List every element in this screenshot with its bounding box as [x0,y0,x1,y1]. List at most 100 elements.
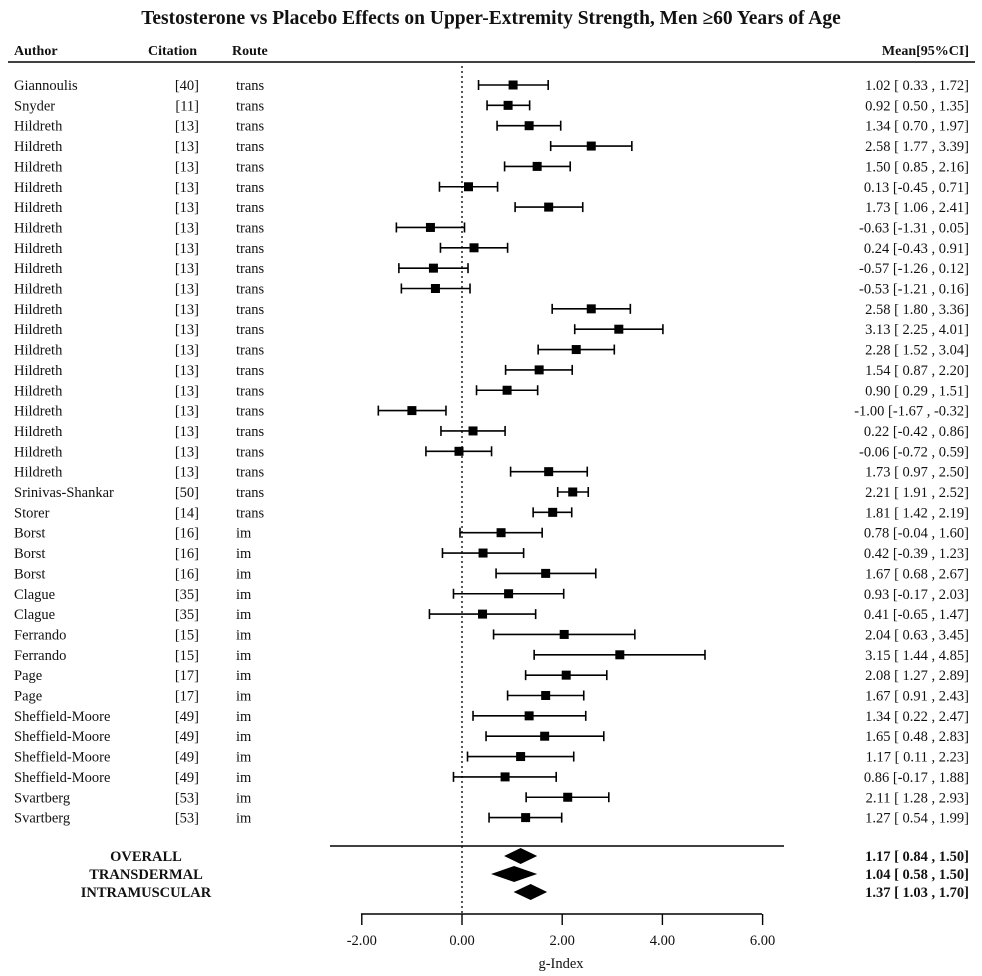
summary-diamond [504,848,538,864]
study-row: Hildreth [13] trans 0.90 [ 0.29 , 1.51] [14,383,969,399]
study-estimate: 0.22 [-0.42 , 0.86] [864,424,969,440]
study-route: trans [236,139,265,155]
study-citation: [13] [175,200,199,216]
study-row: Hildreth [13] trans -0.57 [-1.26 , 0.12] [14,261,969,277]
study-citation: [13] [175,261,199,277]
study-author: Hildreth [14,343,63,359]
study-estimate: -0.63 [-1.31 , 0.05] [859,220,969,236]
study-author: Hildreth [14,119,63,135]
study-row: Page [17] im 1.67 [ 0.91 , 2.43] [14,689,969,705]
study-citation: [49] [175,729,199,745]
study-estimate: 2.04 [ 0.63 , 3.45] [865,627,969,643]
study-author: Storer [14,505,50,521]
summary-diamond [491,866,538,882]
study-citation: [13] [175,159,199,175]
study-row: Svartberg [53] im 2.11 [ 1.28 , 2.93] [14,790,969,806]
study-route: im [236,627,252,643]
point-estimate-square [428,263,438,273]
point-estimate-square [407,406,417,416]
study-route: im [236,709,252,725]
study-route: trans [236,485,265,501]
study-citation: [13] [175,282,199,298]
header-author: Author [14,44,58,59]
study-estimate: 0.24 [-0.43 , 0.91] [864,241,969,257]
study-estimate: 1.81 [ 1.42 , 2.19] [865,505,969,521]
study-citation: [13] [175,220,199,236]
study-route: trans [236,200,265,216]
study-row: Ferrando [15] im 2.04 [ 0.63 , 3.45] [14,627,969,643]
study-route: im [236,546,252,562]
study-citation: [16] [175,546,199,562]
study-author: Hildreth [14,322,63,338]
study-author: Sheffield-Moore [14,750,110,766]
x-axis-ticks: -2.00 0.00 2.00 4.00 6.00 [347,914,775,949]
point-estimate-square [541,691,551,700]
point-estimate-square [532,161,542,171]
study-route: trans [236,98,265,114]
study-route: im [236,526,252,542]
study-author: Snyder [14,98,55,114]
point-estimate-square [524,121,534,131]
study-citation: [13] [175,343,199,359]
point-estimate-square [516,752,526,762]
x-axis-label: g-Index [538,956,584,972]
point-estimate-square [508,80,518,90]
study-author: Hildreth [14,302,63,318]
study-route: trans [236,241,265,257]
study-author: Hildreth [14,261,63,277]
study-author: Sheffield-Moore [14,729,110,745]
study-citation: [13] [175,180,199,196]
study-row: Hildreth [13] trans 0.13 [-0.45 , 0.71] [14,180,969,196]
point-estimate-square [615,650,625,660]
study-row: Hildreth [13] trans -1.00 [-1.67 , -0.32] [14,404,969,420]
study-row: Page [17] im 2.08 [ 1.27 , 2.89] [14,668,969,684]
study-author: Giannoulis [14,78,78,94]
study-citation: [15] [175,627,199,643]
study-estimate: -0.57 [-1.26 , 0.12] [859,261,969,277]
study-author: Borst [14,526,45,542]
study-route: im [236,648,252,664]
study-row: Snyder [11] trans 0.92 [ 0.50 , 1.35] [14,98,969,114]
point-estimate-square [548,507,558,517]
study-citation: [13] [175,424,199,440]
study-row: Hildreth [13] trans 0.22 [-0.42 , 0.86] [14,424,969,440]
study-row: Sheffield-Moore [49] im 1.65 [ 0.48 , 2.83] [14,729,969,745]
point-estimate-square [521,813,531,823]
study-estimate: 1.50 [ 0.85 , 2.16] [865,159,969,175]
study-citation: [13] [175,322,199,338]
point-estimate-square [504,589,514,599]
summary-estimate: 1.04 [ 0.58 , 1.50] [865,867,969,883]
study-citation: [49] [175,709,199,725]
study-route: im [236,689,252,705]
study-row: Hildreth [13] trans -0.06 [-0.72 , 0.59] [14,444,969,460]
study-estimate: 0.13 [-0.45 , 0.71] [864,180,969,196]
summary-diamond [513,884,548,900]
point-estimate-square [500,772,510,782]
study-route: trans [236,180,265,196]
study-author: Svartberg [14,811,70,827]
study-estimate: 1.73 [ 1.06 , 2.41] [865,200,969,216]
point-estimate-square [478,609,488,619]
study-author: Borst [14,546,45,562]
header-estimate: Mean[95%CI] [882,44,969,59]
study-estimate: 1.17 [ 0.11 , 2.23] [866,750,969,766]
study-citation: [50] [175,485,199,501]
study-row: Clague [35] im 0.93 [-0.17 , 2.03] [14,587,969,603]
summary-name: OVERALL [110,849,182,865]
study-estimate: -1.00 [-1.67 , -0.32] [854,404,969,420]
point-estimate-square [524,711,534,721]
study-rows: Giannoulis [40] trans 1.02 [ 0.33 , 1.72] Sn… [14,78,969,827]
study-author: Clague [14,607,55,623]
study-citation: [13] [175,302,199,318]
study-author: Sheffield-Moore [14,770,110,786]
study-author: Hildreth [14,383,63,399]
point-estimate-square [430,284,440,293]
study-citation: [53] [175,811,199,827]
study-estimate: 1.73 [ 0.97 , 2.50] [865,465,969,481]
study-route: trans [236,343,265,359]
study-estimate: 1.67 [ 0.91 , 2.43] [865,689,969,705]
study-row: Sheffield-Moore [49] im 1.17 [ 0.11 , 2.23] [14,750,969,766]
study-route: trans [236,159,265,175]
x-tick-label: -2.00 [347,933,377,949]
point-estimate-square [586,141,596,151]
